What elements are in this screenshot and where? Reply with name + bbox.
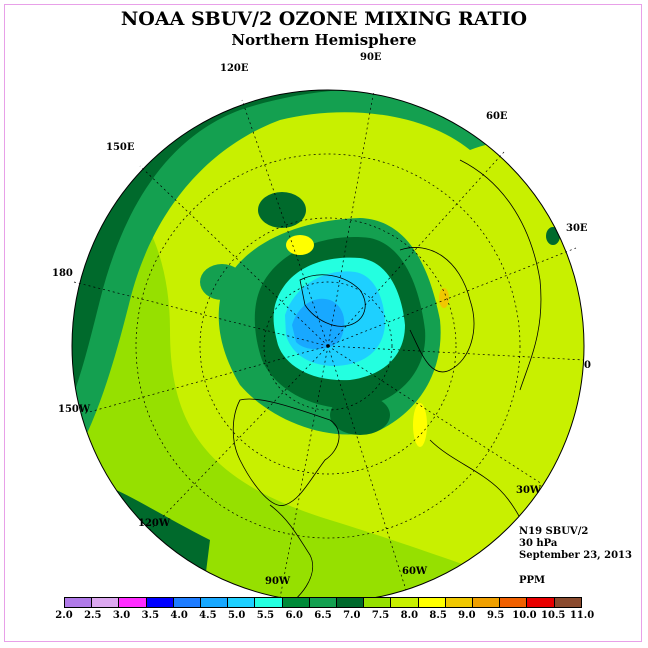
label-lon-60w: 60W xyxy=(402,566,428,577)
blob-dark-3 xyxy=(546,227,560,245)
instrument-label: N19 SBUV/2 xyxy=(519,526,589,537)
label-lon-90e: 90E xyxy=(360,52,382,63)
greenland-outline xyxy=(299,274,366,327)
label-lon-120w: 120W xyxy=(138,518,171,529)
colorbar-tick-label: 4.0 xyxy=(170,610,188,621)
label-lon-90w: 90W xyxy=(265,576,291,587)
meridians xyxy=(73,89,585,599)
colorbar-tick-label: 11.0 xyxy=(569,610,595,621)
colorbar-tick-label: 8.0 xyxy=(400,610,419,621)
colorbar-tick-label: 9.0 xyxy=(458,610,476,621)
colorbar xyxy=(64,597,582,608)
colorbar-tick-label: 7.0 xyxy=(343,610,361,621)
label-lon-180: 180 xyxy=(52,268,73,279)
pressure-level-label: 30 hPa xyxy=(519,538,558,549)
colorbar-tick-label: 3.5 xyxy=(141,610,160,621)
colorbar-tick-label: 2.5 xyxy=(84,610,102,621)
colorbar-swatch xyxy=(473,598,501,607)
colorbar-swatch xyxy=(309,598,338,607)
label-lon-150w: 150W xyxy=(58,404,91,415)
latitude-circles xyxy=(135,153,521,539)
colorbar-tick-label: 5.0 xyxy=(227,610,246,621)
units-label: PPM xyxy=(519,575,546,586)
colorbar-swatch xyxy=(228,598,256,607)
colorbar-tick-label: 10.5 xyxy=(541,610,566,621)
colorbar-swatch xyxy=(282,598,310,607)
label-lon-0: 0 xyxy=(584,360,591,371)
map-title: NOAA SBUV/2 OZONE MIXING RATIO xyxy=(120,8,528,30)
patch-orange-1 xyxy=(439,288,449,308)
colorbar-tick-label: 2.0 xyxy=(55,610,73,621)
colorbar-swatch xyxy=(173,598,202,607)
colorbar-swatch xyxy=(418,598,446,607)
field-band-7-7.5 xyxy=(72,176,584,602)
colorbar-tick-label: 6.5 xyxy=(314,610,332,621)
colorbar-tick-label: 9.5 xyxy=(486,610,505,621)
colorbar-tick-label: 3.0 xyxy=(112,610,131,621)
colorbar-swatch xyxy=(146,598,174,607)
blob-dark-1 xyxy=(258,192,306,228)
colorbar-tick-label: 5.5 xyxy=(256,610,275,621)
blob-dark-2 xyxy=(330,395,390,435)
map-subtitle: Northern Hemisphere xyxy=(231,31,417,49)
label-lon-150e: 150E xyxy=(106,142,135,153)
north-america-outline xyxy=(232,398,340,506)
colorbar-swatch xyxy=(255,598,283,607)
colorbar-tick-label: 8.5 xyxy=(429,610,447,621)
asia-east-outline xyxy=(459,159,542,391)
colorbar-swatch xyxy=(201,598,229,607)
colorbar-tick-label: 6.0 xyxy=(285,610,303,621)
colorbar-swatch xyxy=(364,598,392,607)
date-label: September 23, 2013 xyxy=(519,550,632,561)
colorbar-tick-label: 7.5 xyxy=(371,610,390,621)
colorbar-swatch xyxy=(527,598,555,607)
colorbar-swatch xyxy=(500,598,528,607)
blob-green-1 xyxy=(200,264,244,300)
figure-border xyxy=(4,4,642,642)
europe-outline xyxy=(399,247,475,373)
label-lon-60e: 60E xyxy=(486,111,508,122)
colorbar-swatch xyxy=(92,598,120,607)
patch-yellow-1 xyxy=(286,235,314,255)
colorbar-tick-label: 4.5 xyxy=(199,610,217,621)
label-lon-120e: 120E xyxy=(220,63,249,74)
field-outer-strip xyxy=(200,138,492,240)
colorbar-swatch xyxy=(119,598,147,607)
label-lon-30w: 30W xyxy=(516,485,542,496)
colorbar-swatch xyxy=(337,598,365,607)
label-lon-30e: 30E xyxy=(566,223,588,234)
colorbar-swatch xyxy=(65,598,93,607)
colorbar-swatch xyxy=(391,598,419,607)
patch-yellow-2 xyxy=(413,403,427,447)
colorbar-swatch xyxy=(554,598,581,607)
vortex-core-4.5 xyxy=(292,298,345,350)
colorbar-tick-label: 10.0 xyxy=(512,610,537,621)
colorbar-swatch xyxy=(445,598,474,607)
